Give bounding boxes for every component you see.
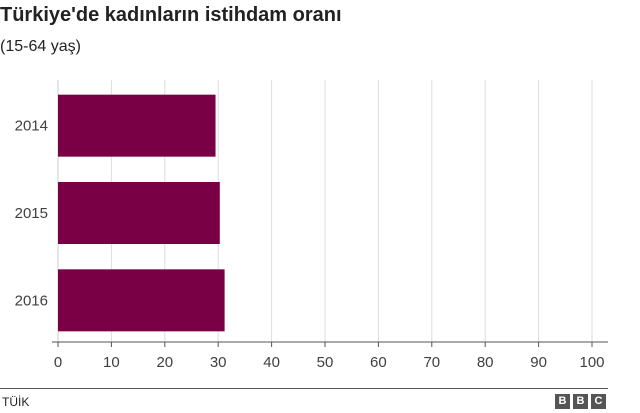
source-label: TÜİK xyxy=(2,395,30,409)
x-tick-label-10: 10 xyxy=(103,354,120,371)
bbc-logo-letter-1: B xyxy=(555,394,570,409)
bbc-logo-letter-2: B xyxy=(573,394,588,409)
x-tick-label-60: 60 xyxy=(370,354,387,371)
x-tick-label-90: 90 xyxy=(530,354,547,371)
y-tick-label-2015: 2015 xyxy=(15,205,48,222)
x-tick-label-80: 80 xyxy=(477,354,494,371)
bar-2016 xyxy=(58,269,225,332)
x-tick-label-40: 40 xyxy=(263,354,280,371)
x-tick-label-50: 50 xyxy=(317,354,334,371)
x-tick-label-100: 100 xyxy=(579,354,604,371)
x-tick-label-0: 0 xyxy=(54,354,62,371)
bar-2015 xyxy=(58,182,220,244)
x-tick-label-30: 30 xyxy=(210,354,227,371)
chart-title: Türkiye'de kadınların istihdam oranı xyxy=(0,4,342,26)
bbc-logo: B B C xyxy=(555,394,606,409)
x-tick-label-70: 70 xyxy=(423,354,440,371)
bbc-logo-letter-3: C xyxy=(591,394,606,409)
x-tick-label-20: 20 xyxy=(156,354,173,371)
chart-subtitle: (15-64 yaş) xyxy=(0,38,81,55)
y-tick-label-2016: 2016 xyxy=(15,292,48,309)
footer-divider xyxy=(0,388,608,389)
bar-2014 xyxy=(58,94,216,157)
y-tick-label-2014: 2014 xyxy=(15,118,48,135)
